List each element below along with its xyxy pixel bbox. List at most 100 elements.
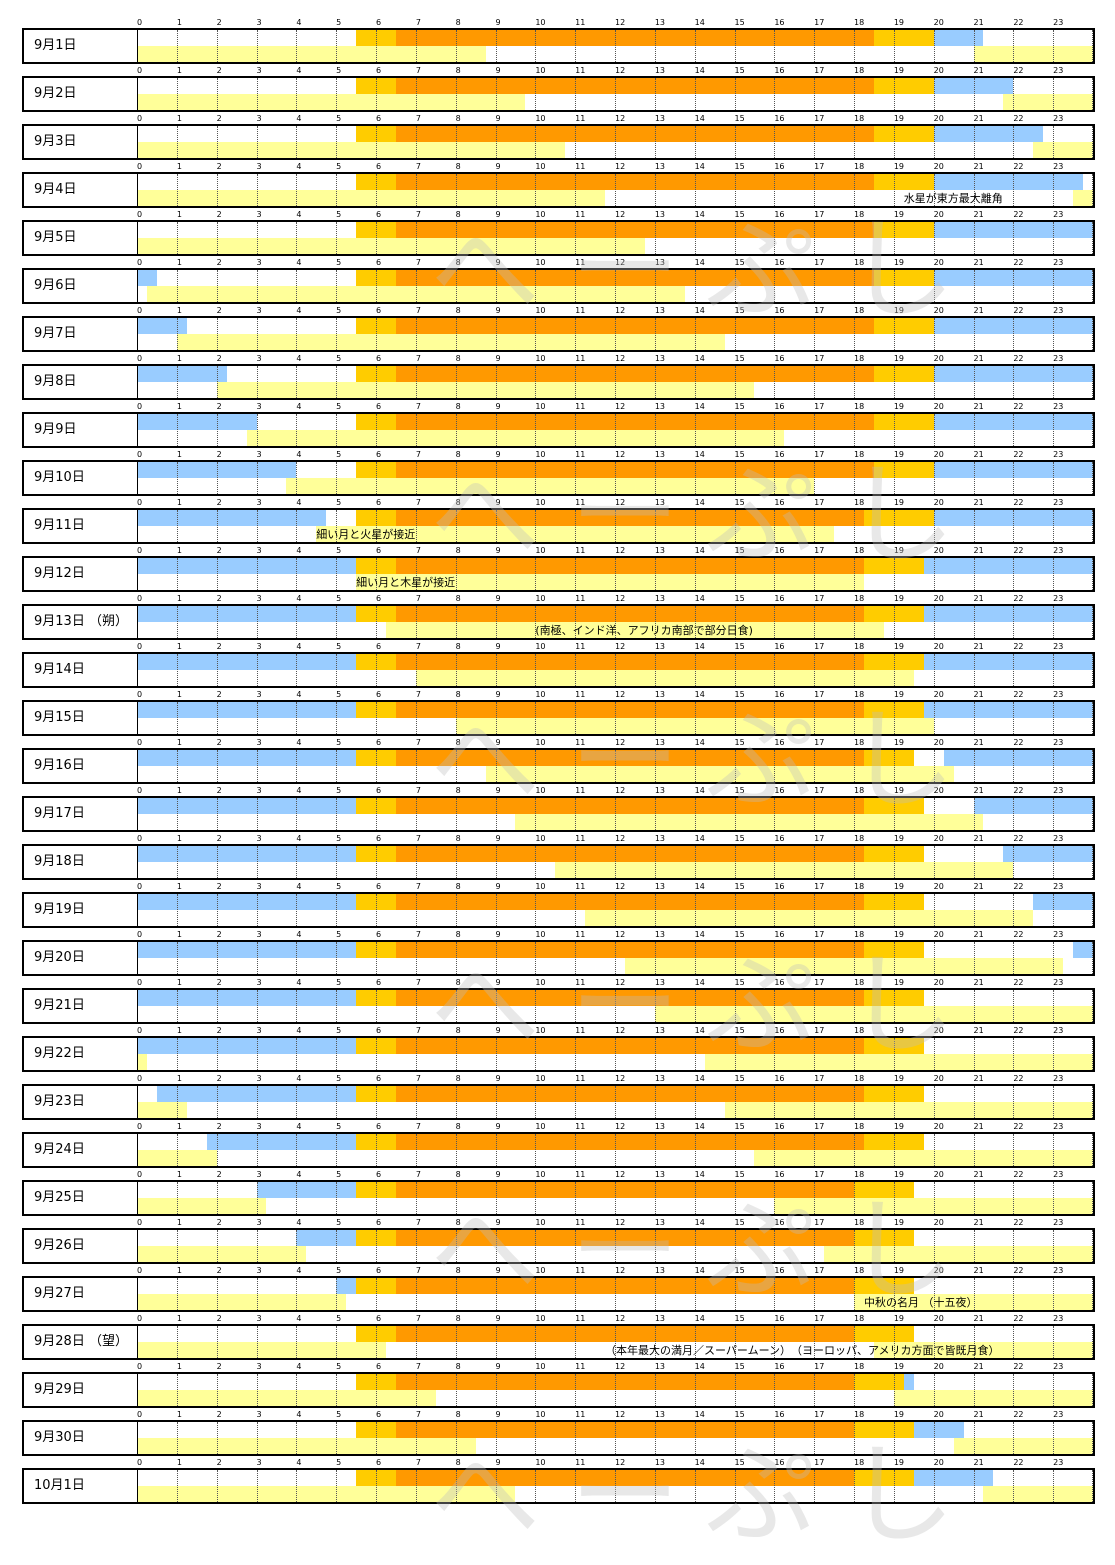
hour-grid-line (415, 222, 417, 254)
hour-grid-line (216, 1470, 218, 1502)
hour-grid-line (535, 318, 537, 350)
hour-grid-line (415, 894, 417, 926)
hour-grid-line (933, 126, 935, 158)
hour-tick-label: 18 (854, 834, 865, 843)
hour-tick-label: 21 (973, 18, 984, 27)
hour-tick-label: 16 (774, 354, 785, 363)
hour-grid-line (1092, 1230, 1093, 1262)
hour-tick-label: 0 (137, 1362, 143, 1371)
hour-tick-label: 15 (734, 1074, 745, 1083)
hour-tick-label: 19 (893, 1458, 905, 1467)
hour-tick-label: 16 (774, 402, 785, 411)
hour-grid-line (774, 894, 776, 926)
hour-grid-line (495, 1134, 497, 1166)
hour-grid-line (1053, 510, 1055, 542)
hour-grid-line (1092, 78, 1093, 110)
hour-tick-label: 20 (933, 1266, 944, 1275)
hour-tick-label: 0 (137, 834, 143, 843)
hour-grid-line (774, 270, 776, 302)
hour-grid-line (176, 846, 178, 878)
dusk-twilight-segment (854, 1470, 914, 1486)
hour-tick-label: 14 (694, 642, 705, 651)
hour-tick-label: 13 (654, 450, 666, 459)
day-label: 9月14日 (34, 662, 85, 677)
hour-tick-label: 16 (774, 1170, 785, 1179)
hour-tick-label: 21 (973, 1122, 984, 1131)
hour-grid-line (216, 78, 218, 110)
hour-grid-line (455, 174, 457, 206)
hour-grid-line (296, 894, 298, 926)
day-row: 9月4日 水星が東方最大離角 (22, 172, 1095, 208)
hour-tick-label: 0 (137, 1170, 143, 1179)
hour-tick-label: 22 (1013, 786, 1024, 795)
dawn-twilight-segment (356, 750, 396, 766)
hour-grid-line (455, 1422, 457, 1454)
hour-tick-label: 3 (256, 162, 262, 171)
hour-grid-line (734, 366, 736, 398)
hour-tick-label: 2 (216, 498, 222, 507)
hour-tick-label: 6 (376, 642, 382, 651)
hour-grid-line (256, 510, 258, 542)
hour-grid-line (495, 78, 497, 110)
hour-grid-line (296, 1470, 298, 1502)
hour-grid-line (694, 366, 696, 398)
hour-grid-line (933, 30, 935, 62)
moon-visible-segment (654, 1006, 1093, 1022)
hour-tick-label: 11 (575, 1458, 586, 1467)
hour-tick-label: 19 (893, 210, 905, 219)
hour-tick-label: 20 (933, 1458, 944, 1467)
hour-grid-line (1092, 990, 1093, 1022)
hour-tick-label: 17 (814, 1266, 825, 1275)
hour-tick-label: 3 (256, 1074, 262, 1083)
hour-grid-line (415, 318, 417, 350)
night-segment (933, 462, 1093, 478)
hour-tick-label: 17 (814, 930, 825, 939)
dawn-twilight-segment (356, 1422, 396, 1438)
hour-tick-label: 22 (1013, 690, 1024, 699)
hour-tick-label: 13 (654, 498, 666, 507)
hour-tick-label: 8 (455, 162, 461, 171)
hour-grid-line (336, 1134, 338, 1166)
hour-tick-label: 21 (973, 930, 984, 939)
moon-visible-segment (137, 238, 645, 254)
hour-grid-line (1092, 270, 1093, 302)
hour-tick-label: 15 (734, 1410, 745, 1419)
hour-grid-line (854, 1182, 855, 1214)
hour-grid-line (575, 30, 577, 62)
hour-tick-label: 3 (256, 1170, 262, 1179)
hour-tick-label: 0 (137, 1122, 143, 1131)
hour-tick-label: 7 (415, 690, 421, 699)
hour-grid-line (694, 510, 696, 542)
hour-tick-label: 2 (216, 258, 222, 267)
hour-grid-line (216, 894, 218, 926)
hour-grid-line (455, 318, 457, 350)
hour-grid-line (694, 222, 696, 254)
hour-tick-label: 18 (854, 978, 865, 987)
hour-grid-line (774, 942, 776, 974)
hour-grid-line (814, 126, 816, 158)
hour-tick-label: 0 (137, 1218, 143, 1227)
hour-grid-line (575, 1278, 577, 1310)
hour-tick-label: 7 (415, 258, 421, 267)
hour-grid-line (1092, 702, 1093, 734)
hour-tick-label: 23 (1053, 690, 1064, 699)
hour-tick-label: 4 (296, 1170, 302, 1179)
hour-tick-label: 5 (336, 690, 342, 699)
hour-grid-line (455, 1326, 457, 1358)
hour-grid-line (336, 702, 338, 734)
hour-grid-line (415, 702, 417, 734)
hour-grid-line (1092, 462, 1093, 494)
hour-tick-label: 23 (1053, 1074, 1064, 1083)
hour-tick-label: 5 (336, 1458, 342, 1467)
hour-grid-line (376, 222, 377, 254)
hour-tick-label: 19 (893, 1122, 905, 1131)
hour-grid-line (654, 30, 656, 62)
hour-tick-label: 23 (1053, 1170, 1064, 1179)
hour-tick-label: 22 (1013, 1026, 1024, 1035)
hour-tick-label: 7 (415, 786, 421, 795)
hour-grid-line (654, 606, 656, 638)
daylight-segment (395, 510, 864, 526)
dawn-twilight-segment (356, 990, 396, 1006)
day-row: 9月12日 細い月と木星が接近 (22, 556, 1095, 592)
hour-tick-label: 2 (216, 1266, 222, 1275)
